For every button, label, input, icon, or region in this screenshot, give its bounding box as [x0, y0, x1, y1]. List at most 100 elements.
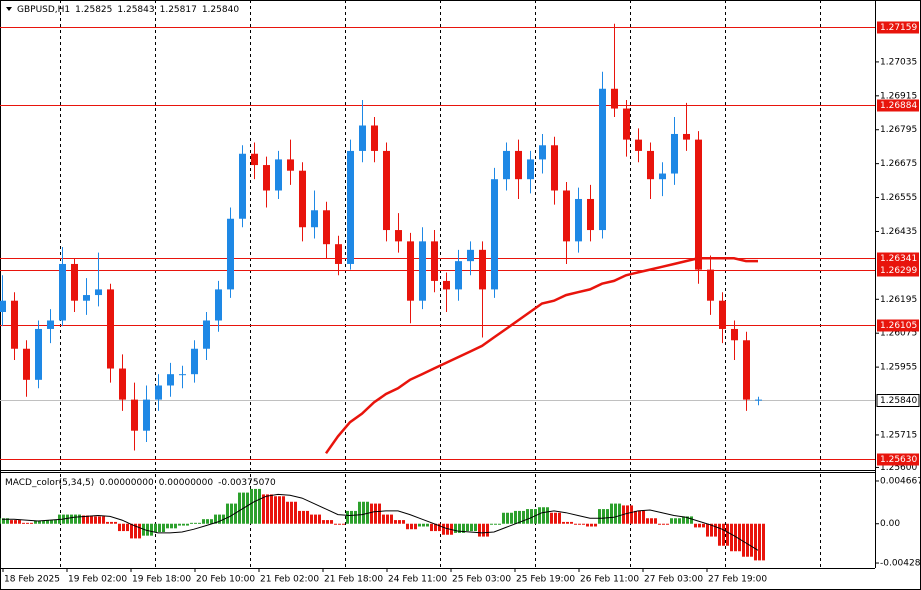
macd-bar: [534, 509, 537, 524]
macd-bar: [462, 523, 465, 533]
macd-bar: [230, 503, 233, 524]
macd-bar: [94, 516, 97, 524]
macd-bar: [486, 523, 489, 537]
x-tick-label: 19 Feb 02:00: [68, 575, 127, 585]
macd-bar: [542, 507, 545, 524]
macd-bar: [226, 503, 229, 524]
macd-bar: [274, 496, 277, 524]
candle-body: [263, 165, 270, 191]
candle-body: [47, 320, 54, 329]
macd-bar: [390, 514, 393, 524]
candle-body: [563, 190, 570, 242]
candle-body: [59, 263, 66, 321]
macd-bar: [414, 523, 417, 530]
macd-bar: [42, 520, 45, 524]
menu-arrow[interactable]: [6, 7, 12, 11]
y-tick-label: 1.25955: [880, 363, 917, 373]
macd-bar: [662, 523, 665, 525]
macd-bar: [434, 523, 437, 532]
macd-bar: [286, 501, 289, 524]
candle-body: [143, 399, 150, 431]
macd-bar: [314, 514, 317, 524]
last-price-bg: [876, 394, 920, 407]
macd-bar: [266, 494, 269, 524]
y-tick-label: 1.26555: [880, 193, 917, 203]
candle-body: [407, 241, 414, 301]
candle-body: [227, 218, 234, 290]
x-tick-label: 18 Feb 2025: [4, 575, 60, 585]
macd-bar: [138, 523, 141, 539]
macd-bar: [2, 518, 5, 524]
macd-tick-label: -0.0042874: [880, 559, 921, 569]
candle-body: [623, 108, 630, 140]
candle-body: [71, 263, 78, 301]
macd-bar: [734, 523, 737, 552]
macd-bar: [162, 523, 165, 532]
candle-body: [707, 269, 714, 301]
macd-bar: [530, 509, 533, 524]
macd-bar: [398, 520, 401, 524]
level-label: 1.26299: [880, 266, 917, 276]
macd-tick-label: 0.00: [880, 519, 900, 529]
candle-body: [455, 261, 462, 290]
header-item: -0.00375070: [218, 478, 276, 488]
macd-bar: [550, 512, 553, 524]
candle-body: [671, 133, 678, 174]
macd-bar: [150, 523, 153, 536]
macd-bar: [154, 523, 157, 532]
macd-bar: [122, 523, 125, 532]
candle-body: [647, 150, 654, 180]
macd-bar: [66, 514, 69, 524]
candle-body: [683, 133, 690, 140]
macd-bar: [338, 523, 341, 525]
macd-bar: [318, 514, 321, 524]
macd-bar: [614, 503, 617, 524]
macd-bar: [446, 523, 449, 535]
macd-bar: [130, 523, 133, 539]
macd-bar: [394, 520, 397, 524]
macd-bar: [538, 507, 541, 524]
level-label-bg: [877, 252, 919, 265]
x-tick-label: 20 Feb 10:00: [196, 575, 255, 585]
macd-bar: [14, 520, 17, 524]
macd-bar: [522, 510, 525, 524]
macd-signal: [2, 493, 759, 551]
macd-bar: [726, 523, 729, 546]
y-tick-label: 1.26195: [880, 295, 917, 305]
header-item: 0.00000000: [99, 478, 154, 488]
candle-body: [611, 88, 618, 109]
header-item: 0.00000000: [159, 478, 214, 488]
macd-bar: [166, 523, 169, 529]
candle-body: [23, 348, 30, 380]
candle-body: [215, 289, 222, 321]
macd-bar: [714, 523, 717, 537]
macd-bar: [270, 494, 273, 524]
candle-body: [347, 150, 354, 264]
macd-bar: [658, 523, 661, 525]
macd-bar: [602, 509, 605, 524]
header-item: GBPUSD,H1: [17, 5, 70, 15]
x-tick-label: 21 Feb 02:00: [260, 575, 319, 585]
macd-bar: [322, 520, 325, 524]
macd-bar: [326, 520, 329, 524]
macd-bar: [750, 523, 753, 557]
macd-bar: [642, 510, 645, 524]
chart-header: GBPUSD,H1 1.25825 1.25843 1.25817 1.25840: [17, 5, 239, 15]
macd-bar: [370, 503, 373, 524]
macd-bar: [114, 521, 117, 524]
candle-body: [755, 399, 762, 401]
macd-bar: [86, 515, 89, 524]
macd-bar: [582, 523, 585, 525]
macd-bar: [102, 516, 105, 524]
macd-bar: [406, 523, 409, 530]
macd-bar: [646, 518, 649, 524]
macd-bar: [238, 492, 241, 524]
macd-bar: [302, 510, 305, 524]
candle-body: [551, 145, 558, 191]
macd-bar: [482, 523, 485, 537]
macd-bar: [306, 510, 309, 524]
macd-bar: [442, 523, 445, 535]
macd-bar: [218, 514, 221, 524]
